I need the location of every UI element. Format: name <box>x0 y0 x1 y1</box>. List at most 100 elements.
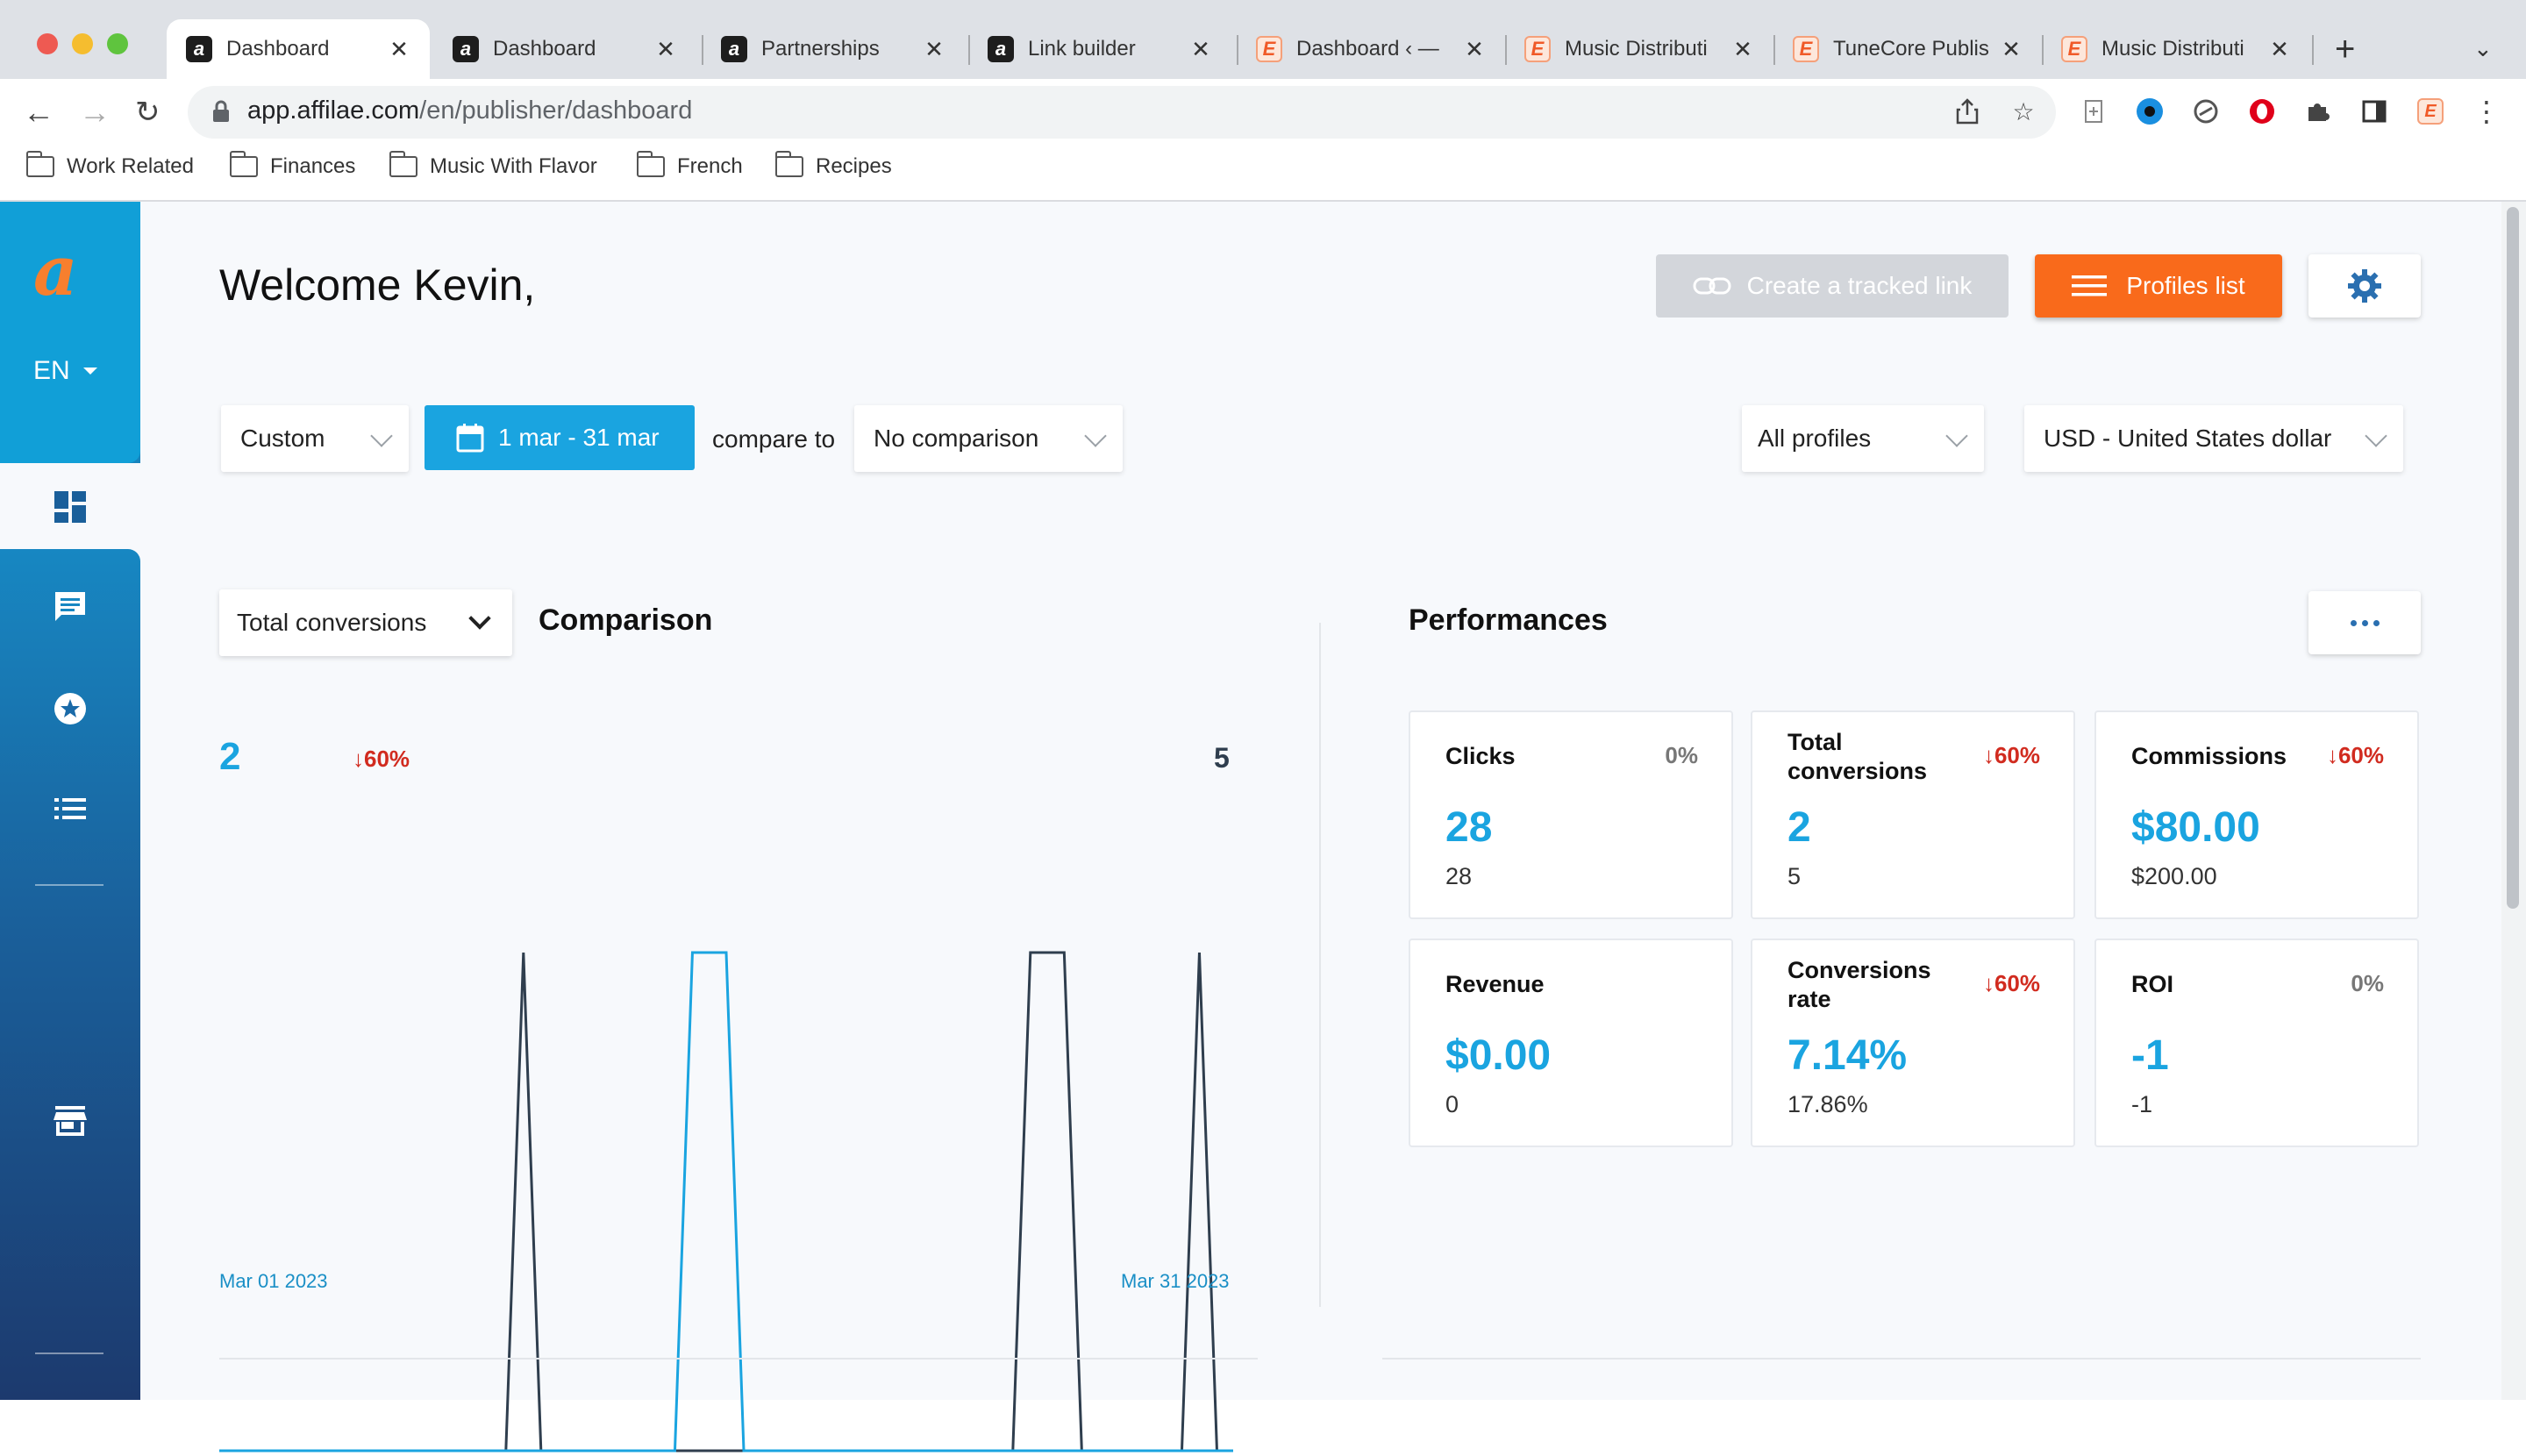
affilae-logo[interactable]: a <box>33 232 78 311</box>
dot <box>2350 619 2357 626</box>
chevron-down-icon <box>370 425 393 447</box>
section-bottom-divider <box>1382 1358 2421 1360</box>
close-icon[interactable]: ✕ <box>1733 35 1752 62</box>
kpi-label: Commissions <box>2131 743 2287 769</box>
tunecore-icon: E <box>1793 36 1819 62</box>
minimize-window-button[interactable] <box>72 33 93 54</box>
extension-doc-icon[interactable] <box>2079 96 2109 126</box>
kpi-previous: 17.86% <box>1787 1091 1868 1117</box>
sidebar-item-list[interactable] <box>51 789 89 828</box>
browser-tab[interactable]: E Dashboard ‹ — ✕ <box>1237 19 1505 79</box>
language-selector[interactable]: EN <box>33 356 98 386</box>
comparison-value: No comparison <box>874 425 1039 452</box>
kpi-label: Clicks <box>1445 743 1516 769</box>
menu-dots-icon[interactable]: ⋮ <box>2472 96 2501 127</box>
sidebar-divider <box>35 1353 103 1354</box>
date-range-button[interactable]: 1 mar - 31 mar <box>425 405 695 470</box>
kpi-value: 28 <box>1445 804 1493 851</box>
comparison-title: Comparison <box>539 603 713 637</box>
scrollbar-thumb[interactable] <box>2507 207 2519 909</box>
bookmark-folder[interactable]: Finances <box>230 151 356 179</box>
browser-tab[interactable]: a Dashboard ✕ <box>167 19 430 79</box>
section-divider <box>1319 623 1321 1307</box>
more-options-button[interactable] <box>2308 591 2421 654</box>
profiles-list-button[interactable]: Profiles list <box>2035 254 2282 318</box>
sidebar-item-messages[interactable] <box>51 588 89 626</box>
comparison-change: ↓60% <box>353 746 410 772</box>
lock-icon <box>213 100 229 122</box>
tunecore-icon[interactable]: E <box>2415 96 2445 126</box>
menu-icon <box>2072 275 2108 296</box>
close-icon[interactable]: ✕ <box>2002 35 2021 62</box>
create-tracked-link-button[interactable]: Create a tracked link <box>1656 254 2009 318</box>
bookmark-folder[interactable]: Music With Flavor <box>389 151 597 179</box>
date-range-label: 1 mar - 31 mar <box>498 424 660 451</box>
new-tab-button[interactable]: + <box>2335 30 2356 68</box>
profiles-list-label: Profiles list <box>2126 272 2245 299</box>
comparison-select[interactable]: No comparison <box>854 405 1123 472</box>
store-icon <box>54 1106 87 1136</box>
back-button[interactable]: ← <box>23 94 54 130</box>
kpi-previous: 0 <box>1445 1091 1459 1117</box>
sidebar-item-dashboard[interactable] <box>51 488 89 526</box>
bookmark-folder[interactable]: Recipes <box>775 151 892 179</box>
bookmark-label: Finances <box>270 154 356 178</box>
profiles-select[interactable]: All profiles <box>1742 405 1984 472</box>
close-icon[interactable]: ✕ <box>924 35 944 62</box>
close-icon[interactable]: ✕ <box>2270 35 2289 62</box>
close-icon[interactable]: ✕ <box>1191 35 1210 62</box>
kpi-label: Revenue <box>1445 971 1545 997</box>
maximize-window-button[interactable] <box>107 33 128 54</box>
reload-button[interactable]: ↻ <box>135 96 161 129</box>
bookmark-folder[interactable]: Work Related <box>26 151 194 179</box>
close-icon[interactable]: ✕ <box>656 35 675 62</box>
settings-button[interactable] <box>2308 254 2421 318</box>
browser-tab[interactable]: E TuneCore Publis ✕ <box>1773 19 2042 79</box>
period-select[interactable]: Custom <box>221 405 409 472</box>
bookmark-folder[interactable]: French <box>637 151 743 179</box>
folder-icon <box>389 151 417 177</box>
bookmarks-bar <box>0 146 2526 202</box>
comparison-chart <box>219 951 1233 1452</box>
forward-button[interactable]: → <box>79 94 111 130</box>
browser-tab[interactable]: E Music Distributi ✕ <box>1505 19 1773 79</box>
browser-tab[interactable]: a Partnerships ✕ <box>702 19 965 79</box>
browser-tab[interactable]: E Music Distributi ✕ <box>2042 19 2310 79</box>
sidepanel-icon[interactable] <box>2359 96 2389 126</box>
url-text[interactable]: app.affilae.com/en/publisher/dashboard <box>247 96 692 125</box>
extension-ring-icon[interactable] <box>2191 96 2221 126</box>
kpi-previous: -1 <box>2131 1091 2153 1117</box>
extension-blue-icon[interactable] <box>2135 96 2165 126</box>
close-icon[interactable]: ✕ <box>1465 35 1484 62</box>
affilae-icon: a <box>186 36 212 62</box>
close-icon[interactable]: ✕ <box>389 35 409 62</box>
tunecore-icon: E <box>1524 36 1551 62</box>
sidebar-nav-bg <box>0 549 140 1400</box>
currency-select[interactable]: USD - United States dollar <box>2024 405 2403 472</box>
chart-series-group <box>219 951 1233 1452</box>
performances-title: Performances <box>1409 603 1608 637</box>
kpi-change: 0% <box>2351 970 2384 996</box>
opera-icon[interactable] <box>2247 96 2277 126</box>
metric-select[interactable]: Total conversions <box>219 589 512 656</box>
sidebar-item-favorites[interactable] <box>51 689 89 728</box>
tab-label: Music Distributi <box>2101 37 2244 61</box>
share-icon[interactable] <box>1952 96 1982 126</box>
address-bar[interactable] <box>188 86 2056 139</box>
tab-separator <box>1505 35 1507 65</box>
puzzle-icon[interactable] <box>2303 96 2333 126</box>
list-icon <box>54 798 86 819</box>
close-window-button[interactable] <box>37 33 58 54</box>
chevron-down-icon[interactable]: ⌄ <box>2473 35 2493 61</box>
star-icon[interactable]: ☆ <box>2012 97 2035 125</box>
folder-icon <box>637 151 665 177</box>
chevron-down-icon <box>2365 425 2387 447</box>
sidebar-item-store[interactable] <box>51 1102 89 1140</box>
chart-line-current <box>219 951 1233 1452</box>
tunecore-icon: E <box>2061 36 2087 62</box>
kpi-label: ROI <box>2131 971 2174 997</box>
browser-tab[interactable]: a Dashboard ✕ <box>433 19 696 79</box>
browser-tab[interactable]: a Link builder ✕ <box>968 19 1231 79</box>
kpi-change: ↓60% <box>2326 742 2384 768</box>
folder-icon <box>26 151 54 177</box>
